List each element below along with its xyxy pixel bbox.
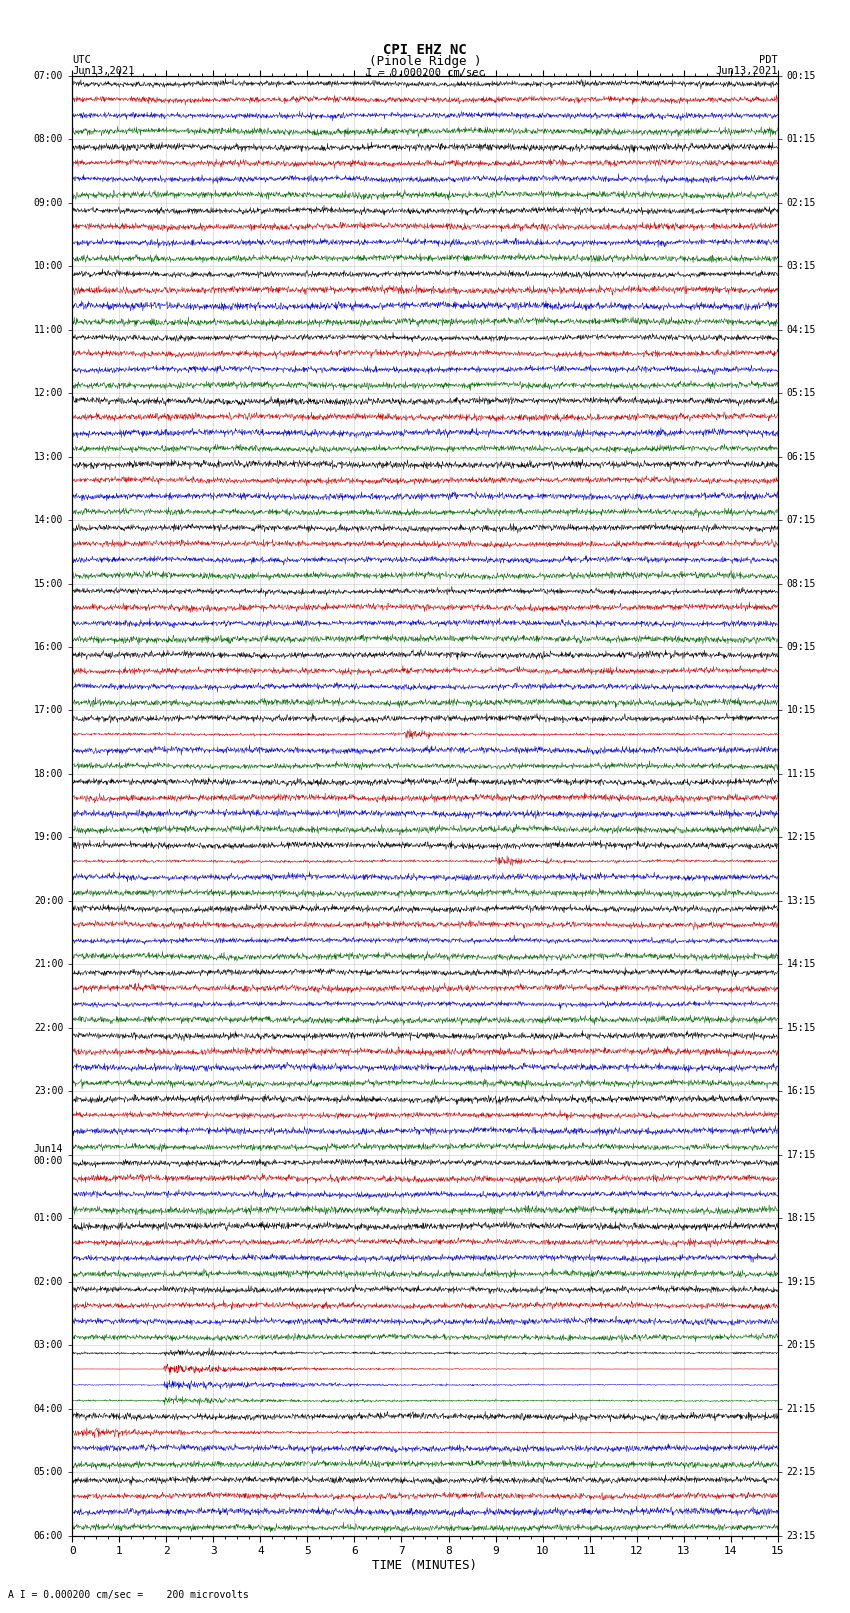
X-axis label: TIME (MINUTES): TIME (MINUTES) (372, 1558, 478, 1571)
Text: I = 0.000200 cm/sec: I = 0.000200 cm/sec (366, 68, 484, 77)
Text: (Pinole Ridge ): (Pinole Ridge ) (369, 55, 481, 68)
Text: A I = 0.000200 cm/sec =    200 microvolts: A I = 0.000200 cm/sec = 200 microvolts (8, 1590, 249, 1600)
Text: UTC
Jun13,2021: UTC Jun13,2021 (72, 55, 135, 76)
Text: PDT
Jun13,2021: PDT Jun13,2021 (715, 55, 778, 76)
Text: CPI EHZ NC: CPI EHZ NC (383, 44, 467, 56)
